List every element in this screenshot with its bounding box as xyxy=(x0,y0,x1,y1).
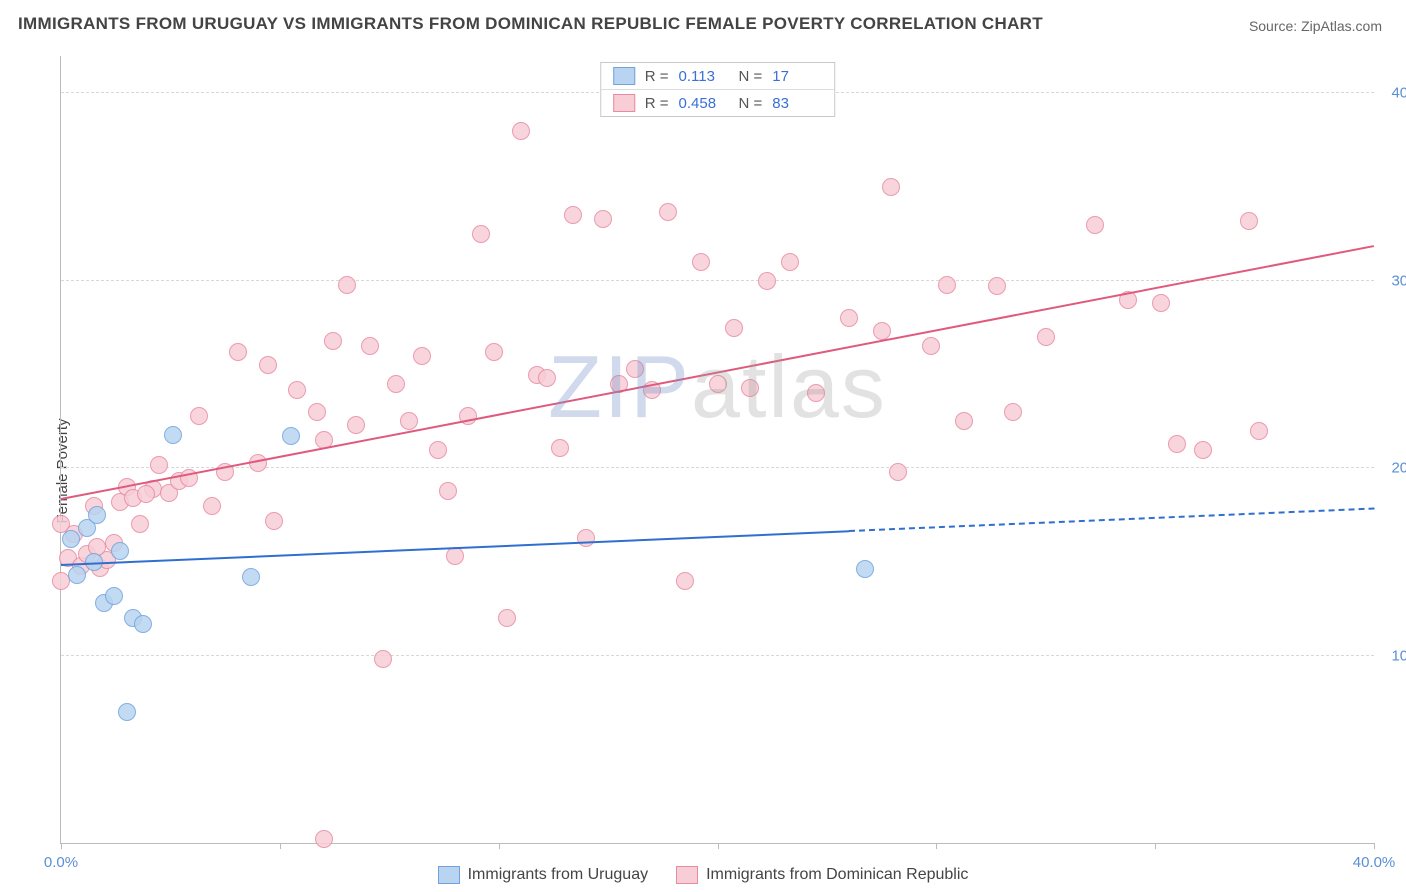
data-point-dominican xyxy=(938,276,956,294)
data-point-dominican xyxy=(485,343,503,361)
regression-line-uruguay xyxy=(849,507,1374,531)
chart-container: Female Poverty ZIPatlas R = 0.113 N = 17… xyxy=(12,50,1394,892)
data-point-uruguay xyxy=(282,427,300,445)
x-tick xyxy=(718,843,719,849)
x-tick xyxy=(61,843,62,849)
data-point-uruguay xyxy=(164,426,182,444)
gridline xyxy=(61,280,1374,281)
x-tick xyxy=(1374,843,1375,849)
data-point-dominican xyxy=(1240,212,1258,230)
data-point-dominican xyxy=(1194,441,1212,459)
legend-row-uruguay: R = 0.113 N = 17 xyxy=(601,63,835,89)
data-point-dominican xyxy=(725,319,743,337)
regression-line-dominican xyxy=(61,245,1374,500)
y-tick-label: 30.0% xyxy=(1380,272,1406,289)
data-point-dominican xyxy=(551,439,569,457)
data-point-dominican xyxy=(229,343,247,361)
data-point-dominican xyxy=(676,572,694,590)
data-point-dominican xyxy=(564,206,582,224)
data-point-dominican xyxy=(429,441,447,459)
legend-row-dominican: R = 0.458 N = 83 xyxy=(601,89,835,116)
data-point-dominican xyxy=(889,463,907,481)
y-tick-label: 20.0% xyxy=(1380,460,1406,477)
data-point-dominican xyxy=(594,210,612,228)
data-point-dominican xyxy=(400,412,418,430)
legend-item-uruguay: Immigrants from Uruguay xyxy=(438,866,649,884)
data-point-dominican xyxy=(288,381,306,399)
plot-area: ZIPatlas R = 0.113 N = 17 R = 0.458 N = … xyxy=(60,56,1374,844)
data-point-dominican xyxy=(265,512,283,530)
data-point-dominican xyxy=(882,178,900,196)
x-tick xyxy=(936,843,937,849)
data-point-uruguay xyxy=(88,506,106,524)
data-point-dominican xyxy=(446,547,464,565)
data-point-dominican xyxy=(315,830,333,848)
data-point-dominican xyxy=(1250,422,1268,440)
data-point-dominican xyxy=(577,529,595,547)
data-point-uruguay xyxy=(111,542,129,560)
source-label: Source: ZipAtlas.com xyxy=(1249,18,1382,34)
data-point-dominican xyxy=(439,482,457,500)
x-tick xyxy=(280,843,281,849)
legend-item-dominican: Immigrants from Dominican Republic xyxy=(676,866,968,884)
data-point-dominican xyxy=(387,375,405,393)
data-point-uruguay xyxy=(68,566,86,584)
data-point-dominican xyxy=(259,356,277,374)
data-point-dominican xyxy=(52,572,70,590)
data-point-dominican xyxy=(807,384,825,402)
data-point-dominican xyxy=(988,277,1006,295)
data-point-uruguay xyxy=(134,615,152,633)
data-point-dominican xyxy=(512,122,530,140)
data-point-dominican xyxy=(692,253,710,271)
data-point-dominican xyxy=(659,203,677,221)
y-tick-label: 10.0% xyxy=(1380,647,1406,664)
gridline xyxy=(61,655,1374,656)
data-point-dominican xyxy=(781,253,799,271)
data-point-dominican xyxy=(1086,216,1104,234)
data-point-dominican xyxy=(741,379,759,397)
swatch-dominican xyxy=(613,94,635,112)
data-point-dominican xyxy=(758,272,776,290)
data-point-dominican xyxy=(840,309,858,327)
data-point-uruguay xyxy=(62,530,80,548)
swatch-dominican xyxy=(676,866,698,884)
data-point-uruguay xyxy=(242,568,260,586)
data-point-dominican xyxy=(498,609,516,627)
data-point-dominican xyxy=(361,337,379,355)
data-point-dominican xyxy=(955,412,973,430)
data-point-dominican xyxy=(1152,294,1170,312)
legend-correlation-box: R = 0.113 N = 17 R = 0.458 N = 83 xyxy=(600,62,836,117)
data-point-dominican xyxy=(1168,435,1186,453)
data-point-dominican xyxy=(922,337,940,355)
data-point-dominican xyxy=(131,515,149,533)
x-tick xyxy=(1155,843,1156,849)
data-point-dominican xyxy=(338,276,356,294)
data-point-dominican xyxy=(1004,403,1022,421)
data-point-dominican xyxy=(347,416,365,434)
data-point-uruguay xyxy=(118,703,136,721)
y-tick-label: 40.0% xyxy=(1380,85,1406,102)
data-point-dominican xyxy=(203,497,221,515)
swatch-uruguay xyxy=(438,866,460,884)
data-point-dominican xyxy=(150,456,168,474)
data-point-dominican xyxy=(626,360,644,378)
data-point-uruguay xyxy=(856,560,874,578)
data-point-dominican xyxy=(1037,328,1055,346)
chart-title: IMMIGRANTS FROM URUGUAY VS IMMIGRANTS FR… xyxy=(18,14,1043,34)
data-point-dominican xyxy=(137,485,155,503)
data-point-dominican xyxy=(324,332,342,350)
x-tick xyxy=(499,843,500,849)
data-point-dominican xyxy=(374,650,392,668)
data-point-uruguay xyxy=(105,587,123,605)
data-point-dominican xyxy=(538,369,556,387)
data-point-dominican xyxy=(709,375,727,393)
swatch-uruguay xyxy=(613,67,635,85)
legend-bottom: Immigrants from Uruguay Immigrants from … xyxy=(12,866,1394,884)
data-point-dominican xyxy=(190,407,208,425)
data-point-dominican xyxy=(472,225,490,243)
data-point-dominican xyxy=(308,403,326,421)
data-point-dominican xyxy=(413,347,431,365)
